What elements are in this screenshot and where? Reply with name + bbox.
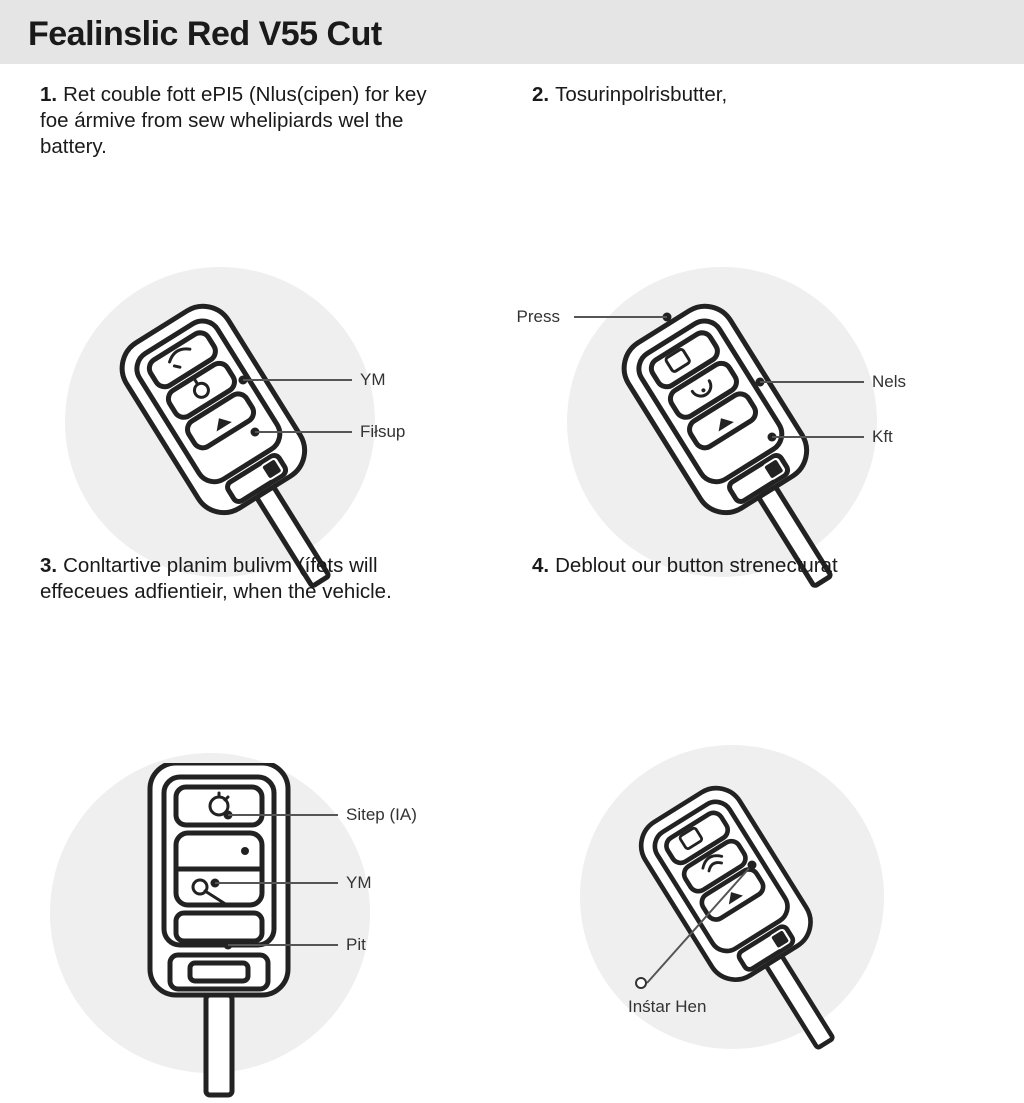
step-1: 1.Ret couble fott ePI5 (Nlus(cipen) for … (40, 82, 512, 553)
callout-line (772, 436, 864, 438)
step-1-body: Ret couble fott ePI5 (Nlus(cipen) for ke… (40, 83, 427, 158)
step-3-body: Conltartive planim bulivm (ífets will ef… (40, 554, 392, 603)
key-fob-icon (70, 280, 370, 600)
callout-line (574, 316, 667, 318)
step-2-body: Tosurinpolrisbutter, (555, 83, 727, 106)
step-1-num: 1. (40, 83, 57, 106)
callout-label: Sitep (IA) (346, 805, 417, 825)
step-2-figure: Press Nels Kft (532, 162, 912, 542)
callout-line (255, 431, 352, 433)
step-4: 4. Deblout our button strenecturat (532, 553, 1004, 1024)
header-bar: Fealinslic Red V55 Cut (0, 0, 1024, 64)
step-3-figure: Sitep (IA) YM Pit (40, 643, 420, 1023)
callout-line (228, 814, 338, 816)
step-3-text: 3.Conltartive planim bulivm (ífets will … (40, 553, 512, 605)
steps-grid: 1.Ret couble fott ePI5 (Nlus(cipen) for … (0, 64, 1024, 1024)
step-4-num: 4. (532, 554, 549, 577)
step-1-figure: YM Fiłsup (40, 162, 420, 542)
callout-label: YM (346, 873, 372, 893)
callout-line (215, 882, 338, 884)
step-4-figure: Inśtar Hen (532, 635, 912, 1015)
callout-line (228, 944, 338, 946)
step-2: 2. Tosurinpolrisbutter, (532, 82, 1004, 553)
callout-line (760, 381, 864, 383)
callout-label: Kft (872, 427, 893, 447)
callout-label: YM (360, 370, 386, 390)
callout-line (243, 379, 352, 381)
callout-ring-icon (635, 977, 647, 989)
callout-label: Nels (872, 372, 906, 392)
callout-label: Inśtar Hen (628, 997, 706, 1017)
callout-label: Press (517, 307, 560, 327)
callout-line (532, 635, 932, 1055)
step-3-num: 3. (40, 554, 57, 577)
step-1-text: 1.Ret couble fott ePI5 (Nlus(cipen) for … (40, 82, 512, 161)
callout-dot (748, 861, 757, 870)
step-2-num: 2. (532, 83, 549, 106)
step-3: 3.Conltartive planim bulivm (ífets will … (40, 553, 512, 1024)
step-2-text: 2. Tosurinpolrisbutter, (532, 82, 1004, 108)
callout-label: Pit (346, 935, 366, 955)
step-4-body: Deblout our button strenecturat (555, 554, 838, 577)
key-fob-icon (572, 280, 872, 600)
page-title: Fealinslic Red V55 Cut (28, 15, 382, 54)
callout-label: Fiłsup (360, 422, 405, 442)
step-4-text: 4. Deblout our button strenecturat (532, 553, 1004, 579)
